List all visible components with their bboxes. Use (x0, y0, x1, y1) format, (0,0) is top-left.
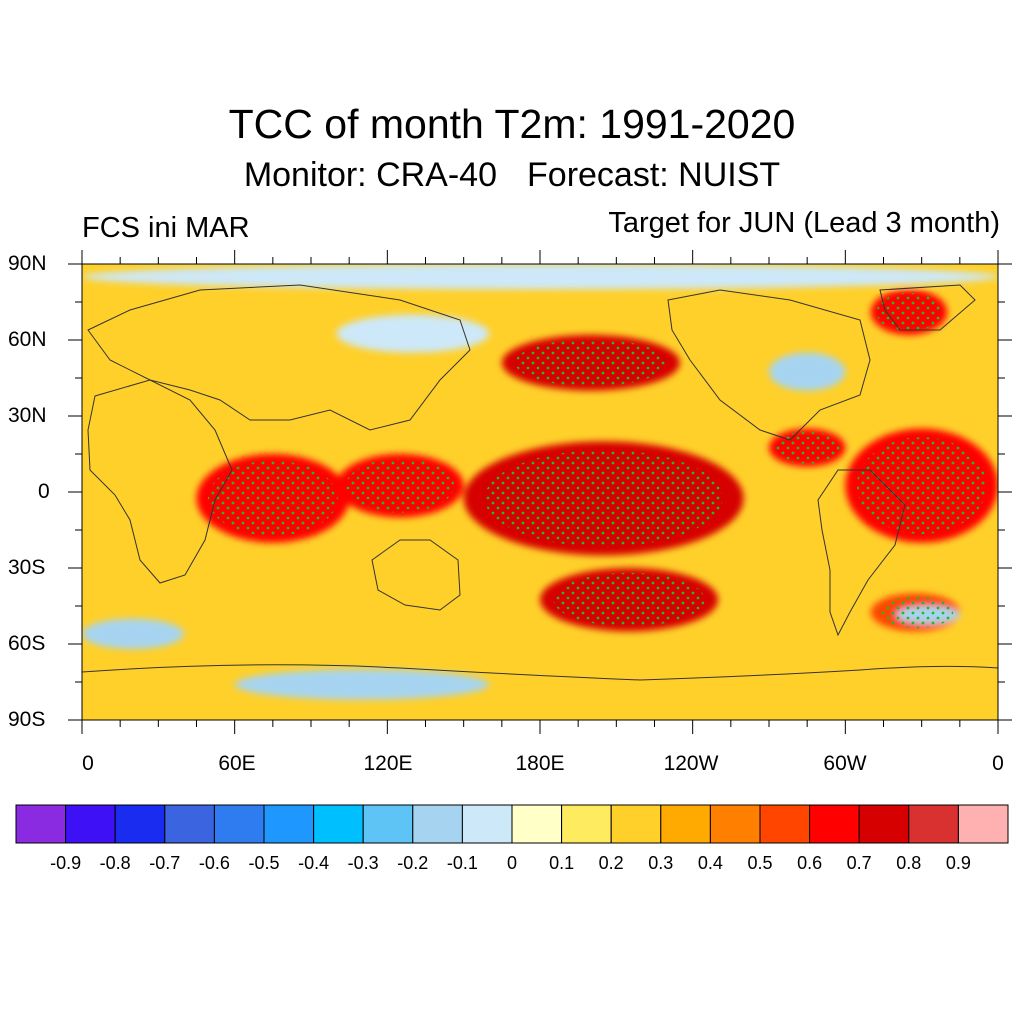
target-label: Target for JUN (Lead 3 month) (608, 207, 1000, 239)
colorbar-label: -0.9 (50, 853, 82, 873)
colorbar-label: -0.4 (298, 853, 330, 873)
stipple-south-atlantic (877, 596, 954, 629)
plot-subtitle: Monitor: CRA-40 Forecast: NUIST (0, 155, 1024, 195)
x-tick-label: 120E (363, 752, 413, 775)
y-tick-label: 60S (8, 632, 46, 655)
colorbar-label: -0.3 (347, 853, 379, 873)
coastlines (82, 284, 998, 681)
colorbar-label: -0.5 (248, 853, 280, 873)
colorbar-label: -0.1 (446, 853, 478, 873)
colorbar-label: 0.5 (747, 853, 773, 873)
colorbar-label: 0.8 (896, 853, 922, 873)
colorbar-swatch (809, 804, 860, 844)
stipple-maritime-continent (345, 458, 455, 513)
colorbar-label: -0.6 (198, 853, 230, 873)
coast-south-america (817, 469, 906, 637)
y-tick-label: 60N (8, 328, 47, 351)
x-tick-label: 60E (218, 752, 256, 775)
stipple-caribbean (774, 431, 840, 464)
region-siberia (336, 314, 490, 353)
colorbar-label: -0.8 (99, 853, 131, 873)
colorbar-label: 0.6 (797, 853, 823, 873)
x-tick-label: 0 (992, 752, 1004, 775)
forecast-label: Forecast: NUIST (527, 156, 781, 194)
colorbar-label: 0.9 (945, 853, 971, 873)
y-tick-label: 90S (8, 708, 46, 731)
colorbar-label: 0.2 (598, 853, 624, 873)
colorbar-label: 0 (506, 853, 517, 873)
colorbar-label: 0.7 (846, 853, 872, 873)
plot-title: TCC of month T2m: 1991-2020 (228, 101, 796, 147)
region-antarctica (234, 669, 490, 700)
y-tick-label: 0 (38, 480, 50, 503)
colorbar (15, 804, 1009, 844)
colorbar-swatch (114, 804, 166, 844)
region-north-america-east (769, 352, 846, 391)
correlation-field (82, 264, 998, 720)
region-arctic (82, 264, 998, 290)
x-tick-label: 0 (82, 752, 94, 775)
colorbar-label: -0.2 (397, 853, 429, 873)
colorbar-swatch (15, 804, 67, 844)
colorbar-swatch (313, 804, 364, 844)
colorbar-swatch (908, 804, 959, 844)
colorbar-label: 0.4 (697, 853, 723, 873)
y-tick-label: 90N (8, 252, 47, 275)
colorbar-swatch (461, 804, 513, 844)
stipple-south-pacific (553, 572, 705, 627)
colorbar-swatch (610, 804, 662, 844)
x-tick-label: 60W (823, 752, 867, 775)
coast-eurasia (87, 284, 471, 431)
x-tick-label: 180E (515, 752, 565, 775)
colorbar-label: 0.1 (549, 853, 575, 873)
stipple-greenland (876, 292, 942, 332)
stipple-north-pacific (515, 339, 667, 387)
colorbar-swatch (412, 804, 463, 844)
coast-antarctica (82, 664, 998, 681)
colorbar-swatch (511, 804, 563, 844)
coast-africa (87, 379, 233, 584)
stipple-tropical-atlantic (856, 437, 987, 535)
stipple-central-pacific (484, 449, 723, 547)
coast-australia (371, 539, 461, 611)
colorbar-swatch (709, 804, 761, 844)
colorbar-swatch (759, 804, 811, 844)
x-tick-label: 120W (663, 752, 719, 775)
region-southern-ocean-west (82, 618, 184, 650)
colorbar-swatch (858, 804, 910, 844)
colorbar-swatch (362, 804, 414, 844)
colorbar-swatch (263, 804, 315, 844)
stipple-indian-ocean (207, 460, 338, 537)
colorbar-label: -0.7 (149, 853, 181, 873)
colorbar-swatch (660, 804, 711, 844)
monitor-label: Monitor: CRA-40 (243, 156, 498, 194)
colorbar-swatch (957, 804, 1009, 844)
coast-greenland (879, 284, 976, 331)
colorbar-swatch (164, 804, 215, 844)
colorbar-swatch (561, 804, 612, 844)
init-label: FCS ini MAR (82, 212, 250, 244)
y-tick-label: 30N (8, 404, 47, 427)
colorbar-swatch (213, 804, 265, 844)
colorbar-swatch (65, 804, 116, 844)
coast-north-america (667, 289, 871, 441)
colorbar-label: 0.3 (648, 853, 674, 873)
y-tick-label: 30S (8, 556, 46, 579)
